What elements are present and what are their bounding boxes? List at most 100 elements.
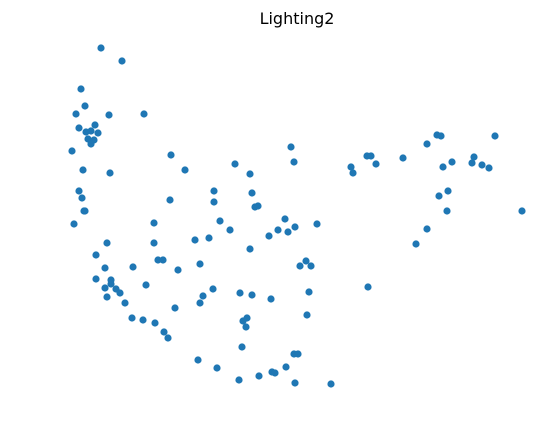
chart-title: Lighting2 xyxy=(260,9,335,28)
scatter-point-107 xyxy=(439,163,447,171)
scatter-point-11 xyxy=(94,129,102,137)
scatter-point-115 xyxy=(435,192,443,200)
scatter-point-70 xyxy=(236,289,244,297)
scatter-point-66 xyxy=(103,293,111,301)
scatter-point-119 xyxy=(412,240,420,248)
scatter-point-109 xyxy=(470,153,478,161)
scatter-point-56 xyxy=(302,257,310,265)
scatter-point-3 xyxy=(81,102,89,110)
scatter-point-42 xyxy=(205,234,213,242)
scatter-point-50 xyxy=(154,256,162,264)
scatter-point-101 xyxy=(367,152,375,160)
scatter-point-71 xyxy=(248,291,256,299)
scatter-point-20 xyxy=(231,160,239,168)
scatter-point-113 xyxy=(491,132,499,140)
scatter-point-82 xyxy=(242,323,250,331)
scatter-point-93 xyxy=(271,369,279,377)
scatter-point-73 xyxy=(305,288,313,296)
scatter-point-78 xyxy=(139,316,147,324)
scatter-point-116 xyxy=(443,207,451,215)
scatter-point-81 xyxy=(239,317,247,325)
scatter-point-85 xyxy=(238,343,246,351)
scatter-point-95 xyxy=(291,379,299,387)
scatter-point-53 xyxy=(129,263,137,271)
scatter-point-46 xyxy=(103,239,111,247)
scatter-point-18 xyxy=(167,151,175,159)
scatter-point-110 xyxy=(468,159,476,167)
scatter-point-52 xyxy=(196,260,204,268)
scatter-point-5 xyxy=(105,111,113,119)
scatter-point-34 xyxy=(254,202,262,210)
scatter-point-114 xyxy=(444,187,452,195)
scatter-point-10 xyxy=(87,127,95,135)
scatter-point-27 xyxy=(81,207,89,215)
scatter-point-117 xyxy=(518,207,526,215)
scatter-point-61 xyxy=(107,280,115,288)
scatter-point-19 xyxy=(181,166,189,174)
scatter-point-25 xyxy=(78,194,86,202)
scatter-point-0 xyxy=(97,44,105,52)
scatter-point-79 xyxy=(151,319,159,327)
scatter-point-48 xyxy=(246,245,254,253)
scatter-point-17 xyxy=(106,169,114,177)
scatter-point-31 xyxy=(210,198,218,206)
scatter-point-32 xyxy=(248,189,256,197)
points-layer xyxy=(68,44,526,388)
scatter-point-103 xyxy=(399,154,407,162)
scatter-point-16 xyxy=(79,166,87,174)
scatter-point-75 xyxy=(171,304,179,312)
scatter-point-6 xyxy=(140,110,148,118)
scatter-point-2 xyxy=(77,85,85,93)
scatter-point-43 xyxy=(265,232,273,240)
scatter-point-28 xyxy=(70,220,78,228)
scatter-point-1 xyxy=(118,57,126,65)
scatter-point-57 xyxy=(296,262,304,270)
scatter-point-102 xyxy=(372,160,380,168)
scatter-point-29 xyxy=(210,187,218,195)
scatter-point-47 xyxy=(150,239,158,247)
scatter-point-72 xyxy=(267,295,275,303)
scatter-point-44 xyxy=(274,226,282,234)
scatter-point-69 xyxy=(199,292,207,300)
scatter-point-49 xyxy=(92,251,100,259)
scatter-point-118 xyxy=(423,225,431,233)
scatter-point-97 xyxy=(364,283,372,291)
scatter-point-38 xyxy=(281,215,289,223)
scatter-point-7 xyxy=(75,124,83,132)
scatter-point-24 xyxy=(75,187,83,195)
scatter-point-41 xyxy=(191,236,199,244)
scatter-point-94 xyxy=(282,363,290,371)
scatter-point-45 xyxy=(284,228,292,236)
scatter-point-84 xyxy=(164,334,172,342)
scatter-point-62 xyxy=(142,281,150,289)
scatter-point-76 xyxy=(303,311,311,319)
scatter-point-54 xyxy=(101,264,109,272)
scatter-point-51 xyxy=(159,256,167,264)
scatter-point-88 xyxy=(194,356,202,364)
scatter-point-55 xyxy=(174,266,182,274)
scatter-point-65 xyxy=(116,289,124,297)
scatter-point-23 xyxy=(290,158,298,166)
scatter-point-74 xyxy=(196,299,204,307)
scatter-point-8 xyxy=(91,121,99,129)
scatter-point-90 xyxy=(235,376,243,384)
scatter-point-89 xyxy=(213,364,221,372)
scatter-point-39 xyxy=(291,223,299,231)
scatter-point-83 xyxy=(160,328,168,336)
scatter-point-4 xyxy=(72,110,80,118)
scatter-point-30 xyxy=(166,196,174,204)
scatter-point-111 xyxy=(478,161,486,169)
scatter-point-68 xyxy=(209,285,217,293)
scatter-point-96 xyxy=(327,380,335,388)
scatter-point-91 xyxy=(255,372,263,380)
scatter-point-87 xyxy=(294,350,302,358)
scatter-point-40 xyxy=(313,220,321,228)
scatter-point-99 xyxy=(349,169,357,177)
scatter-point-67 xyxy=(121,299,129,307)
scatter-point-58 xyxy=(307,262,315,270)
scatter-point-37 xyxy=(226,226,234,234)
scatter-point-22 xyxy=(287,143,295,151)
scatter-point-21 xyxy=(246,170,254,178)
scatter-point-106 xyxy=(437,132,445,140)
